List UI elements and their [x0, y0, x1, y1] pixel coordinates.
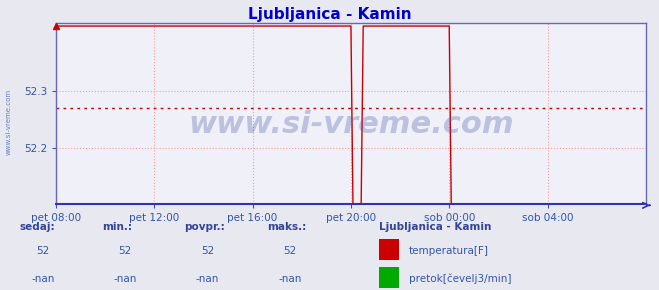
Bar	[379, 267, 399, 289]
Text: -nan: -nan	[113, 274, 137, 284]
Text: 52: 52	[36, 246, 49, 256]
Text: Ljubljanica - Kamin: Ljubljanica - Kamin	[248, 7, 411, 22]
Text: 52: 52	[119, 246, 132, 256]
Text: www.si-vreme.com: www.si-vreme.com	[5, 89, 11, 155]
Text: povpr.:: povpr.:	[185, 222, 225, 232]
Text: www.si-vreme.com: www.si-vreme.com	[188, 110, 514, 139]
Bar	[379, 239, 399, 260]
Text: -nan: -nan	[196, 274, 219, 284]
Text: -nan: -nan	[278, 274, 302, 284]
Text: 52: 52	[283, 246, 297, 256]
Text: Ljubljanica - Kamin: Ljubljanica - Kamin	[379, 222, 492, 232]
Text: maks.:: maks.:	[267, 222, 306, 232]
Text: min.:: min.:	[102, 222, 132, 232]
Text: -nan: -nan	[31, 274, 55, 284]
Text: 52: 52	[201, 246, 214, 256]
Text: pretok[čevelj3/min]: pretok[čevelj3/min]	[409, 274, 511, 284]
Text: sedaj:: sedaj:	[20, 222, 55, 232]
Text: temperatura[F]: temperatura[F]	[409, 246, 488, 256]
